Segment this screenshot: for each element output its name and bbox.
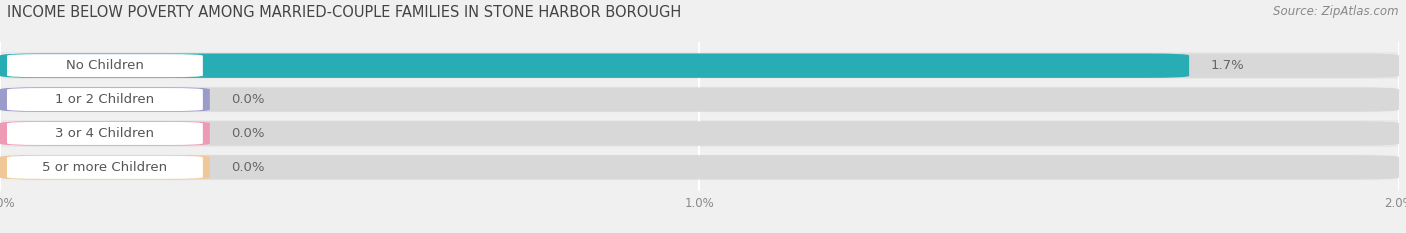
FancyBboxPatch shape [0, 53, 1399, 78]
FancyBboxPatch shape [0, 121, 1399, 146]
Text: 0.0%: 0.0% [231, 127, 264, 140]
FancyBboxPatch shape [0, 121, 209, 146]
FancyBboxPatch shape [0, 87, 1399, 112]
FancyBboxPatch shape [0, 155, 209, 180]
FancyBboxPatch shape [0, 120, 1399, 147]
FancyBboxPatch shape [7, 122, 202, 145]
Text: Source: ZipAtlas.com: Source: ZipAtlas.com [1274, 5, 1399, 18]
FancyBboxPatch shape [0, 154, 1399, 181]
Text: 1 or 2 Children: 1 or 2 Children [55, 93, 155, 106]
FancyBboxPatch shape [0, 53, 1189, 78]
Text: 3 or 4 Children: 3 or 4 Children [55, 127, 155, 140]
Text: No Children: No Children [66, 59, 143, 72]
FancyBboxPatch shape [7, 156, 202, 179]
Text: INCOME BELOW POVERTY AMONG MARRIED-COUPLE FAMILIES IN STONE HARBOR BOROUGH: INCOME BELOW POVERTY AMONG MARRIED-COUPL… [7, 5, 682, 20]
Text: 1.7%: 1.7% [1211, 59, 1244, 72]
FancyBboxPatch shape [0, 86, 1399, 113]
FancyBboxPatch shape [0, 52, 1399, 79]
Text: 0.0%: 0.0% [231, 93, 264, 106]
Text: 5 or more Children: 5 or more Children [42, 161, 167, 174]
FancyBboxPatch shape [7, 88, 202, 111]
FancyBboxPatch shape [7, 54, 202, 77]
FancyBboxPatch shape [0, 155, 1399, 180]
Text: 0.0%: 0.0% [231, 161, 264, 174]
FancyBboxPatch shape [0, 87, 209, 112]
